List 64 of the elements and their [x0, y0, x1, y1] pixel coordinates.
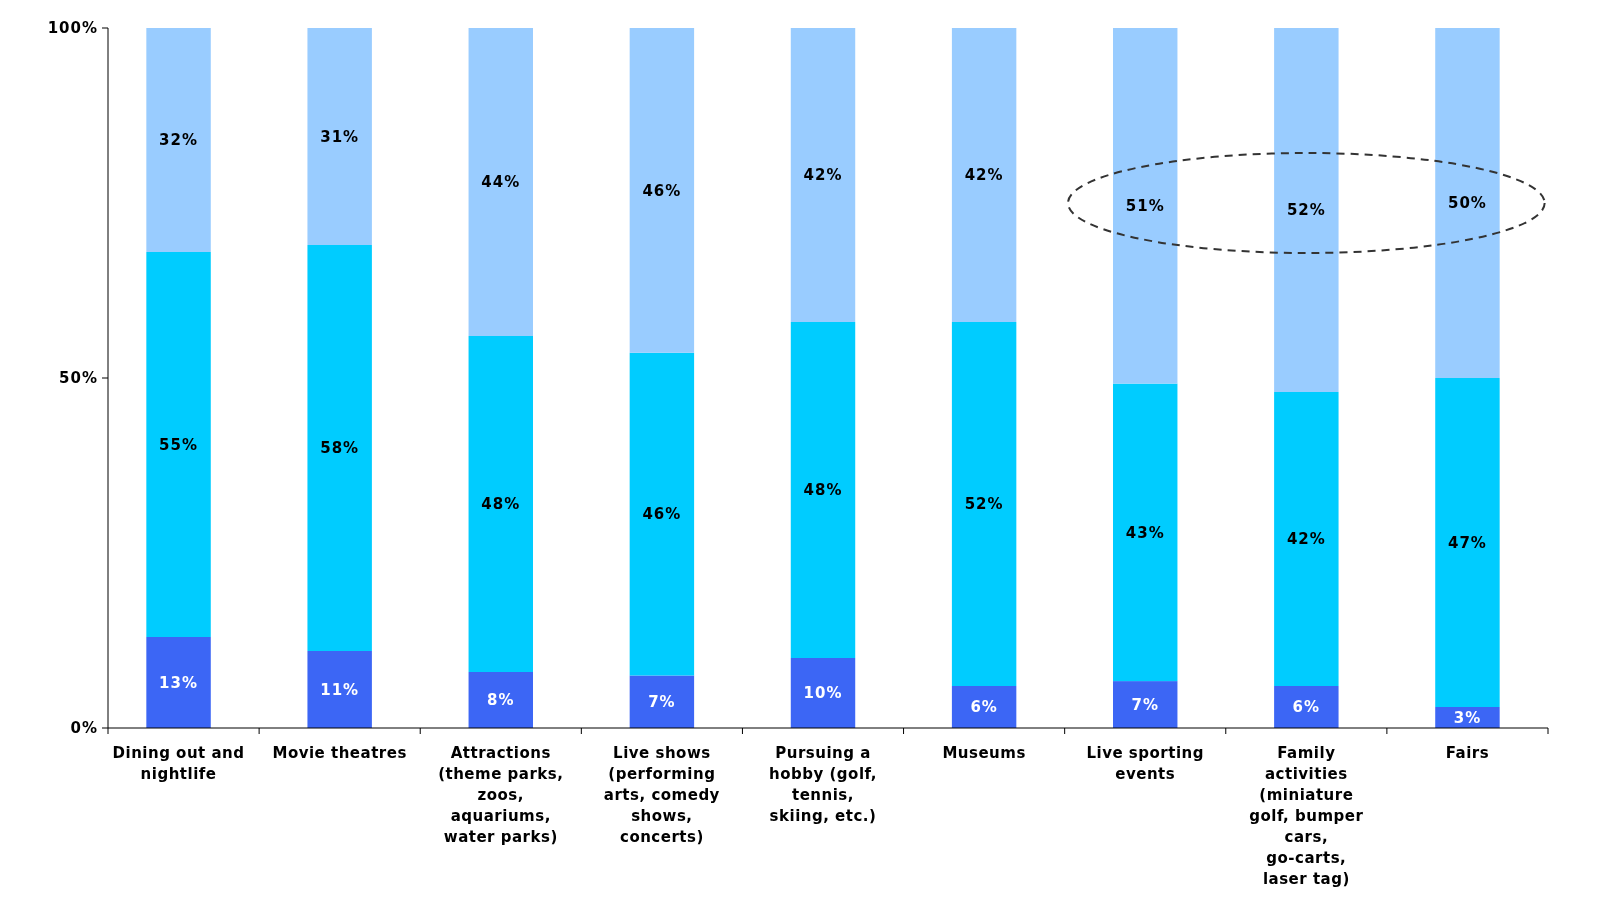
data-label: 55%: [159, 435, 199, 454]
data-label: 31%: [320, 127, 360, 146]
data-label: 46%: [642, 505, 682, 524]
y-tick-label: 50%: [59, 369, 98, 388]
bar: [1274, 28, 1339, 392]
x-tick-label: Fairs: [1445, 744, 1490, 762]
bar: [1274, 686, 1339, 728]
x-tick-label: Family activities (miniature golf, bumper cars, go-carts, laser tag): [1249, 744, 1364, 888]
data-label: 52%: [964, 495, 1004, 514]
bar: [629, 28, 695, 353]
x-tick-label: Dining out and nightlife: [112, 744, 245, 783]
bar: [1113, 383, 1178, 682]
data-label: 44%: [481, 173, 521, 192]
x-tick-label: Pursuing a hobby (golf, tennis, skiing, etc.): [769, 744, 877, 825]
bar: [951, 28, 1017, 322]
bar: [468, 672, 533, 728]
data-label: 11%: [320, 680, 360, 699]
x-tick-label: Live shows (performing arts, comedy shows, concerts): [603, 744, 720, 846]
x-tick-label: Movie theatres: [272, 744, 407, 762]
data-label: 50%: [1447, 194, 1487, 213]
data-label: 32%: [159, 131, 199, 150]
bar: [468, 28, 533, 336]
bar: [790, 28, 856, 322]
y-tick-label: 0%: [70, 719, 98, 738]
bar: [790, 658, 856, 728]
data-label: 13%: [159, 673, 199, 692]
bar: [1113, 28, 1178, 384]
bar: [629, 352, 695, 676]
x-tick-label: Museums: [942, 744, 1026, 762]
bar: [468, 336, 533, 672]
data-label: 3%: [1453, 708, 1482, 727]
data-label: 42%: [964, 166, 1004, 185]
bar: [1113, 681, 1178, 728]
data-label: 58%: [320, 439, 360, 458]
bar: [951, 322, 1017, 686]
bar: [146, 637, 211, 728]
data-label: 51%: [1125, 197, 1165, 216]
data-label: 46%: [642, 181, 682, 200]
bar: [307, 651, 372, 728]
data-label: 48%: [481, 495, 521, 514]
bar: [307, 245, 372, 651]
data-label: 52%: [1286, 201, 1326, 220]
data-label: 6%: [1292, 698, 1321, 717]
bar: [307, 28, 372, 245]
x-tick-label: Attractions (theme parks, zoos, aquariums, water parks): [438, 744, 564, 846]
data-label: 42%: [1286, 530, 1326, 549]
data-label: 8%: [487, 691, 515, 710]
data-label: 10%: [803, 684, 843, 703]
data-label: 43%: [1125, 523, 1165, 542]
data-label: 47%: [1447, 533, 1487, 552]
bar: [1274, 392, 1339, 686]
data-label: 48%: [803, 481, 843, 500]
data-label: 7%: [648, 693, 676, 711]
data-label: 6%: [970, 698, 998, 717]
bar: [790, 322, 856, 658]
bar: [146, 28, 211, 252]
x-tick-label: Live sporting events: [1086, 744, 1204, 783]
y-tick-label: 100%: [47, 19, 98, 38]
bar: [1435, 378, 1500, 707]
data-label: 42%: [803, 166, 843, 185]
data-label: 7%: [1131, 695, 1159, 714]
bar: [629, 675, 695, 728]
bar: [1435, 28, 1500, 378]
bar: [146, 252, 211, 637]
